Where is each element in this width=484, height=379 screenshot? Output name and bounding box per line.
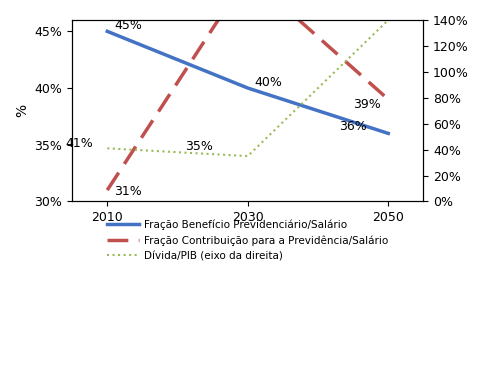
Dívida/PIB (eixo da direita)	[105, 146, 110, 150]
Line: Fração Contribuição para a Previdência/Salário: Fração Contribuição para a Previdência/S…	[107, 0, 388, 190]
Fração Benefício Previdenciário/Salário	[245, 86, 251, 90]
Text: 50%: 50%	[0, 378, 1, 379]
Text: 31%: 31%	[114, 185, 142, 198]
Dívida/PIB (eixo da direita)	[385, 18, 391, 22]
Legend: Fração Benefício Previdenciário/Salário, Fração Contribuição para a Previdência/: Fração Benefício Previdenciário/Salário,…	[103, 215, 393, 265]
Text: 36%: 36%	[339, 120, 367, 133]
Fração Benefício Previdenciário/Salário	[385, 131, 391, 136]
Line: Fração Benefício Previdenciário/Salário: Fração Benefício Previdenciário/Salário	[107, 31, 388, 133]
Text: 40%: 40%	[255, 76, 283, 89]
Text: 35%: 35%	[185, 141, 212, 153]
Line: Dívida/PIB (eixo da direita): Dívida/PIB (eixo da direita)	[107, 20, 388, 156]
Dívida/PIB (eixo da direita)	[245, 154, 251, 158]
Fração Contribuição para a Previdência/Salário	[105, 188, 110, 193]
Text: 45%: 45%	[114, 19, 142, 32]
Fração Benefício Previdenciário/Salário	[105, 29, 110, 34]
Text: 41%: 41%	[65, 137, 93, 150]
Y-axis label: %: %	[15, 104, 29, 117]
Text: 39%: 39%	[353, 99, 381, 111]
Fração Contribuição para a Previdência/Salário	[385, 97, 391, 102]
